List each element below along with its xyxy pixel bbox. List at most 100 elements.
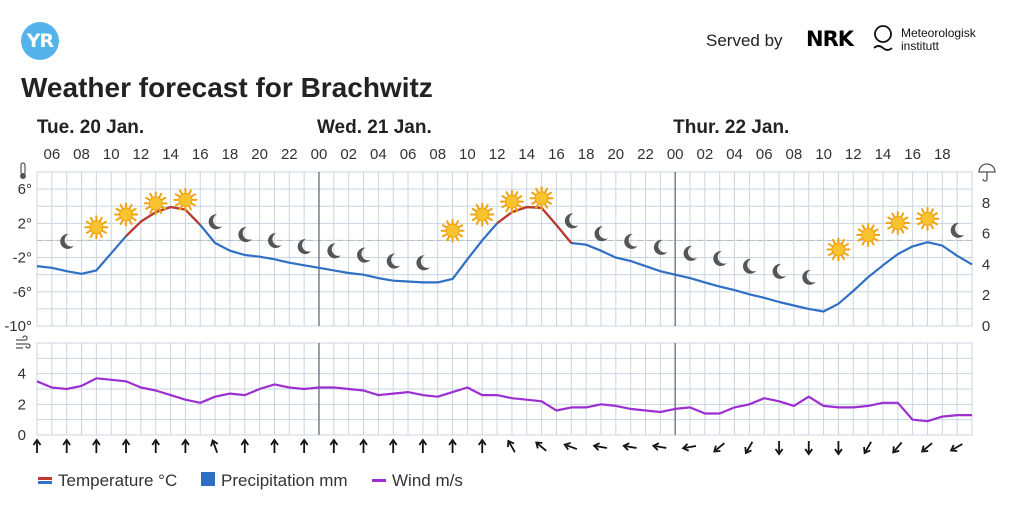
wind-arrow [863,441,872,455]
moon-icon [416,255,430,271]
wind-arrow [92,438,101,453]
moon-icon [357,247,371,263]
wind-arrow [622,442,637,451]
nrk-logo[interactable]: NRK [806,27,854,51]
wind-arrow [359,438,368,453]
moon-icon [802,269,816,285]
hour-label: 22 [637,146,654,163]
umbrella-icon [978,163,996,182]
met-logo-text[interactable]: Meteorologisk institutt [901,27,976,53]
hour-label: 18 [222,146,239,163]
day-label: Thur. 22 Jan. [673,117,789,138]
sun-icon [143,191,168,216]
hour-label: 16 [192,146,209,163]
moon-icon [683,245,698,261]
hour-label: 14 [875,146,892,163]
precipitation-tick-label: 8 [982,195,990,212]
hour-label: 14 [518,146,535,163]
moon-icon [60,233,74,249]
wind-arrow [448,438,457,453]
wind-arrow [892,441,903,454]
wind-arrow [210,438,219,453]
hour-label: 18 [578,146,595,163]
hour-label: 02 [340,146,357,163]
wind-arrow [121,438,131,453]
moon-icon [653,239,668,255]
legend-temperature: Temperature °C [38,471,177,491]
wind-arrow [713,442,725,453]
temperature-tick-label: -6° [13,284,32,301]
sun-icon [499,189,524,214]
wind-arrow [834,441,843,456]
precipitation-tick-label: 2 [982,287,990,304]
sun-icon [114,202,139,227]
wind-arrow [270,438,279,453]
wind-arrow [478,438,487,453]
sun-icon [826,237,851,262]
wind-arrow [151,438,160,453]
met-line2: institutt [901,39,940,53]
temperature-tick-label: 6° [18,181,32,198]
moon-icon [624,233,638,249]
wind-arrow [62,438,71,453]
hour-label: 16 [904,146,921,163]
hour-label: 10 [103,146,120,163]
precipitation-tick-label: 4 [982,256,990,273]
moon-icon [386,253,401,269]
wind-arrow [920,442,933,453]
wind-arrow [774,441,784,456]
wind-line [36,377,972,423]
moon-icon [564,213,579,229]
met-line1: Meteorologisk [901,26,976,40]
met-logo-icon [873,25,893,51]
temperature-line-warm [496,206,573,244]
legend-wind-label: Wind m/s [392,471,463,490]
hour-label: 06 [756,146,773,163]
wind-swatch [372,471,386,491]
wind-arrow [329,438,339,453]
page-title: Weather forecast for Brachwitz [21,72,433,103]
day-label: Tue. 20 Jan. [37,117,144,138]
hour-label: 20 [251,146,268,163]
hour-label: 04 [726,146,743,163]
temperature-panel [36,171,973,327]
yr-logo[interactable]: YR [21,22,59,60]
moon-icon [772,263,787,279]
hour-label: 10 [459,146,476,163]
day-label: Wed. 21 Jan. [317,117,432,138]
hour-label: 00 [667,146,684,163]
wind-arrow [681,443,697,452]
sun-icon [440,218,465,243]
moon-icon [594,226,608,242]
sun-icon [885,211,910,236]
hour-label: 04 [370,146,387,163]
sun-icon [856,223,881,248]
moon-icon [238,227,252,243]
hour-label: 20 [607,146,624,163]
hour-label: 14 [162,146,179,163]
hour-label: 02 [697,146,714,163]
legend-precipitation: Precipitation mm [201,471,348,491]
wind-arrow [388,438,398,453]
wind-arrow [418,438,428,453]
wind-arrow [592,442,608,451]
hour-label: 08 [73,146,90,163]
wind-arrow [299,438,309,453]
hour-label: 06 [43,146,60,163]
served-by-label: Served by [706,31,783,50]
hour-label: 12 [489,146,506,163]
hour-label: 12 [133,146,150,163]
sun-icon [173,187,198,212]
hour-label: 06 [400,146,417,163]
hour-label: 08 [786,146,803,163]
thermometer-icon [20,162,26,179]
wind-arrow [32,438,42,453]
precipitation-tick-label: 0 [982,318,990,335]
wind-icon [16,335,31,349]
legend-precipitation-label: Precipitation mm [221,471,348,490]
temperature-tick-label: -2° [13,250,32,267]
sun-icon [84,215,109,240]
moon-icon [713,251,727,267]
moon-icon [268,233,282,249]
